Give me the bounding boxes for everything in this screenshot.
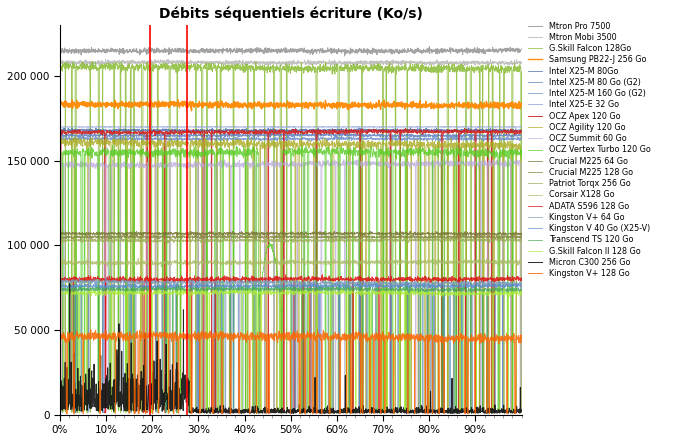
Legend: Mtron Pro 7500, Mtron Mobi 3500, G.Skill Falcon 128Go, Samsung PB22-J 256 Go, In: Mtron Pro 7500, Mtron Mobi 3500, G.Skill… [528, 22, 651, 278]
Title: Débits séquentiels écriture (Ko/s): Débits séquentiels écriture (Ko/s) [159, 7, 423, 22]
